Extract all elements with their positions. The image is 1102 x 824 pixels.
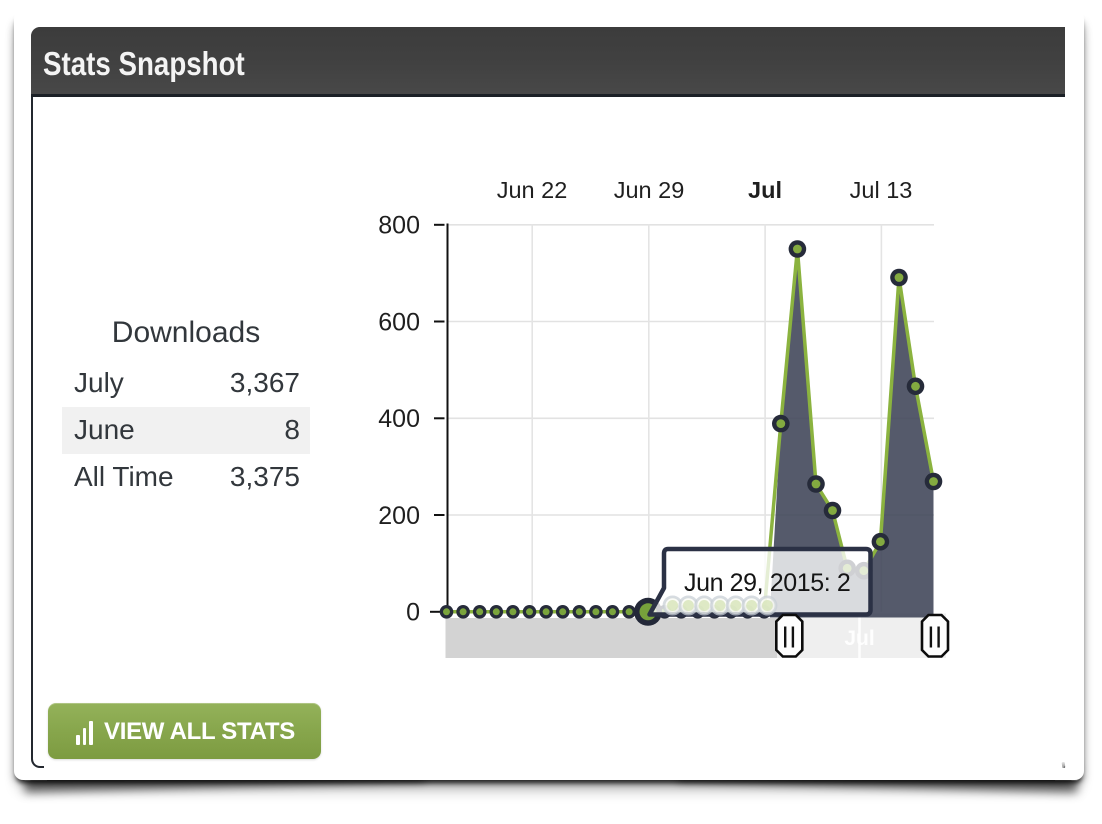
svg-text:800: 800 [378, 212, 420, 240]
svg-text:Jun 22: Jun 22 [497, 177, 568, 203]
svg-text:Jun 29: Jun 29 [614, 177, 685, 203]
svg-text:Jul: Jul [844, 627, 874, 650]
svg-text:600: 600 [378, 308, 420, 336]
svg-text:200: 200 [378, 502, 420, 530]
svg-text:Jun 29, 2015: 2: Jun 29, 2015: 2 [684, 569, 850, 597]
svg-text:0: 0 [406, 599, 420, 627]
svg-text:400: 400 [378, 405, 420, 433]
svg-text:Jul 13: Jul 13 [850, 177, 913, 203]
svg-text:Jul: Jul [748, 177, 782, 203]
